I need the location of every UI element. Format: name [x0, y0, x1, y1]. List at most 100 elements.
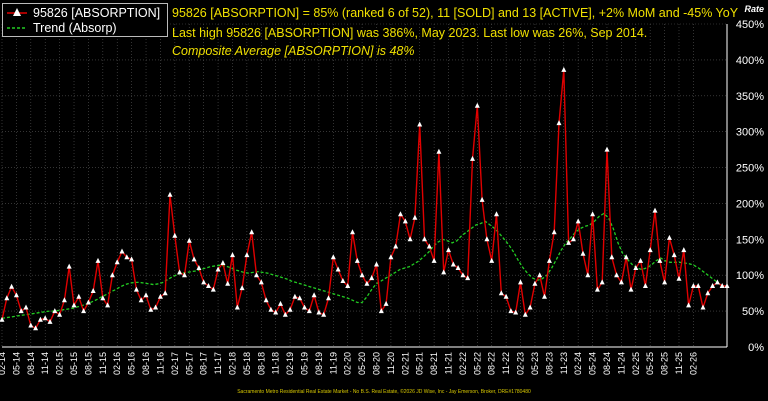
x-tick-label: 05-17	[184, 352, 194, 375]
data-point-marker	[666, 234, 672, 240]
x-tick-label: 11-21	[444, 352, 454, 374]
x-tick-label: 02-14	[0, 352, 7, 375]
x-tick-label: 08-17	[199, 352, 209, 375]
data-point-marker	[378, 308, 384, 314]
data-point-marker	[273, 309, 279, 315]
x-tick-label: 05-21	[415, 352, 425, 375]
data-point-marker	[157, 293, 163, 299]
data-point-marker	[638, 257, 644, 263]
data-point-marker	[647, 247, 653, 253]
x-tick-labels: 02-14 05-14 08-14 11-14 02-15 05-15 08-15 11-15…	[0, 352, 698, 375]
data-point-marker	[590, 211, 596, 217]
data-point-marker	[542, 293, 547, 299]
x-tick-label: 08-24	[602, 352, 612, 375]
data-point-marker	[133, 286, 139, 292]
data-point-marker	[474, 102, 480, 108]
data-point-marker	[662, 279, 668, 285]
annotation-summary: 95826 [ABSORPTION] = 85% (ranked 6 of 52…	[172, 6, 739, 20]
data-point-marker	[681, 247, 687, 253]
data-point-marker	[527, 304, 533, 310]
data-point-marker	[37, 316, 43, 322]
trend-line	[1, 212, 727, 319]
data-point-marker	[532, 280, 538, 286]
data-point-marker	[105, 302, 111, 308]
data-point-marker	[100, 295, 106, 301]
data-point-marker	[450, 261, 456, 267]
y-axis-label: Rate	[744, 4, 764, 14]
data-point-marker	[191, 256, 197, 262]
x-tick-label: 11-18	[271, 352, 281, 374]
data-point-marker	[239, 285, 245, 291]
x-tick-label: 11-25	[674, 352, 684, 374]
data-point-marker	[402, 218, 408, 224]
data-point-marker	[114, 259, 120, 265]
x-tick-label: 02-25	[631, 352, 641, 375]
data-point-marker	[0, 316, 5, 322]
data-point-marker	[172, 232, 178, 238]
x-tick-label: 05-23	[530, 352, 540, 375]
data-point-marker	[143, 292, 149, 298]
legend-item-absorption: 95826 [ABSORPTION]	[7, 6, 160, 20]
annotation-high-low: Last high 95826 [ABSORPTION] was 386%, M…	[172, 26, 648, 40]
data-point-marker	[90, 288, 96, 293]
data-point-marker	[585, 272, 591, 278]
trend-series	[1, 212, 727, 319]
x-tick-label: 02-23	[516, 352, 526, 375]
y-tick-label: 200%	[736, 198, 764, 210]
y-tick-labels: 0% 50% 100% 150% 200% 250% 300% 350% 400% 450%	[736, 19, 764, 354]
data-point-marker	[436, 148, 442, 154]
y-tick-label: 250%	[736, 163, 764, 175]
data-point-marker	[278, 300, 283, 306]
y-tick-label: 100%	[736, 270, 764, 282]
absorption-line	[1, 69, 727, 330]
data-point-marker	[484, 236, 490, 242]
data-point-marker	[657, 257, 663, 263]
x-tick-label: 05-16	[127, 352, 137, 375]
y-tick-label: 50%	[742, 306, 764, 318]
data-point-marker	[215, 266, 221, 272]
y-tick-label: 350%	[736, 91, 764, 103]
data-point-marker	[196, 265, 202, 270]
data-point-marker	[311, 292, 317, 298]
data-point-marker	[374, 261, 379, 267]
data-point-marker	[614, 272, 620, 278]
data-point-marker	[306, 308, 312, 314]
data-point-marker	[719, 283, 725, 288]
data-point-marker	[412, 214, 418, 220]
data-point-marker	[618, 279, 624, 285]
x-tick-label: 11-20	[386, 352, 396, 374]
data-point-marker	[287, 306, 293, 312]
data-point-marker	[201, 279, 207, 285]
data-point-marker	[85, 299, 91, 305]
x-tick-label: 11-16	[155, 352, 165, 374]
data-point-marker	[47, 318, 53, 324]
data-point-marker	[81, 308, 87, 314]
data-point-marker	[359, 272, 365, 278]
data-point-marker	[546, 257, 552, 263]
data-point-marker	[148, 306, 154, 312]
data-point-marker	[186, 237, 192, 243]
data-point-marker	[575, 218, 581, 224]
x-tick-label: 11-24	[616, 352, 626, 374]
data-point-marker	[340, 278, 346, 283]
data-point-marker	[479, 196, 485, 202]
data-point-marker	[153, 304, 159, 310]
data-point-marker	[297, 295, 303, 301]
data-point-marker	[28, 322, 34, 328]
data-point-marker	[705, 290, 711, 296]
data-point-marker	[398, 211, 403, 217]
data-point-marker	[206, 283, 211, 288]
data-point-marker	[633, 265, 639, 270]
x-tick-label: 08-20	[372, 352, 382, 375]
data-point-marker	[460, 272, 466, 278]
data-point-marker	[369, 275, 375, 281]
y-tick-label: 300%	[736, 127, 764, 139]
data-point-marker	[671, 252, 677, 258]
legend-label-absorption: 95826 [ABSORPTION]	[33, 6, 161, 20]
x-tick-label: 11-22	[501, 352, 511, 374]
data-point-marker	[345, 283, 351, 288]
legend-line-triangle-icon	[7, 8, 27, 16]
data-point-marker	[604, 146, 610, 152]
data-point-marker	[23, 304, 29, 310]
